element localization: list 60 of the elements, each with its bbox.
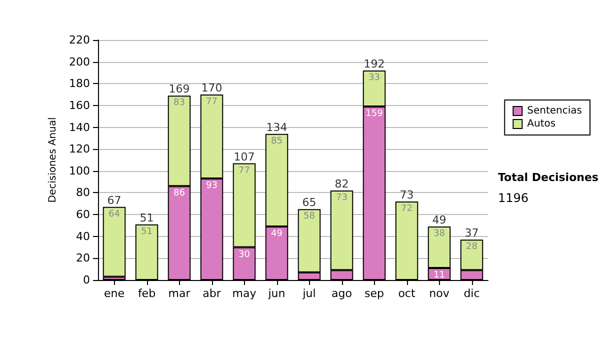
y-tick-label: 220 <box>69 34 90 46</box>
total-label: 82 <box>334 178 349 191</box>
total-label: 134 <box>266 120 288 134</box>
total-label: 37 <box>464 226 479 240</box>
x-tick-label: sep <box>364 287 384 300</box>
data-label: 73 <box>336 193 348 204</box>
x-tick-label: oct <box>398 287 416 300</box>
x-tick-label: may <box>232 287 257 300</box>
total-label: 67 <box>107 194 122 207</box>
total-label: 73 <box>400 188 414 202</box>
data-label: 72 <box>401 204 412 214</box>
x-tick-label: mar <box>168 287 191 300</box>
x-tick-label: ene <box>104 287 125 300</box>
data-label: 83 <box>174 98 185 108</box>
y-tick-label: 140 <box>69 120 90 134</box>
total-label: 49 <box>432 214 446 227</box>
legend-label: Sentencias <box>527 106 582 116</box>
x-tick-label: feb <box>138 287 156 300</box>
y-tick-label: 100 <box>69 164 90 178</box>
data-label: 86 <box>174 188 186 199</box>
total-label: 65 <box>302 196 316 210</box>
x-tick-label: jul <box>302 287 316 300</box>
y-tick-label: 160 <box>69 98 90 112</box>
y-tick-label: 20 <box>76 252 90 265</box>
x-tick-label: ago <box>332 287 352 300</box>
y-tick-label: 120 <box>69 142 90 156</box>
y-axis-title: Decisiones Anual <box>48 117 59 203</box>
x-tick-label: nov <box>429 287 450 300</box>
data-label: 77 <box>238 166 250 176</box>
text: Total Decisiones <box>498 171 599 184</box>
y-tick-label: 80 <box>76 186 90 200</box>
total-label: 170 <box>201 82 222 95</box>
data-label: 58 <box>304 212 316 222</box>
data-label: 159 <box>366 109 384 120</box>
data-label: 64 <box>108 209 120 220</box>
y-tick-label: 180 <box>69 77 90 90</box>
y-tick-label: 60 <box>76 208 90 222</box>
text: 1196 <box>498 191 529 205</box>
total-label: 51 <box>140 211 154 224</box>
data-label: 33 <box>368 73 380 84</box>
y-tick-label: 200 <box>69 55 90 68</box>
data-label: 28 <box>466 242 478 252</box>
data-label: 85 <box>271 136 282 146</box>
data-label: 93 <box>206 181 218 192</box>
data-label: 11 <box>434 270 445 280</box>
total-label: 192 <box>364 58 385 71</box>
x-tick-label: jun <box>267 287 286 300</box>
data-label: 38 <box>434 229 446 240</box>
y-tick-label: 40 <box>76 230 90 243</box>
data-label: 77 <box>206 97 218 108</box>
x-tick-label: abr <box>202 287 222 300</box>
total-label: 169 <box>168 82 190 96</box>
data-label: 30 <box>238 250 250 260</box>
data-label: 51 <box>141 226 152 237</box>
legend-label: Autos <box>527 118 556 130</box>
total-label: 107 <box>234 150 255 164</box>
x-tick-label: dic <box>464 287 480 300</box>
data-label: 49 <box>271 229 283 240</box>
y-tick-label: 0 <box>83 274 90 286</box>
bar <box>102 206 126 277</box>
